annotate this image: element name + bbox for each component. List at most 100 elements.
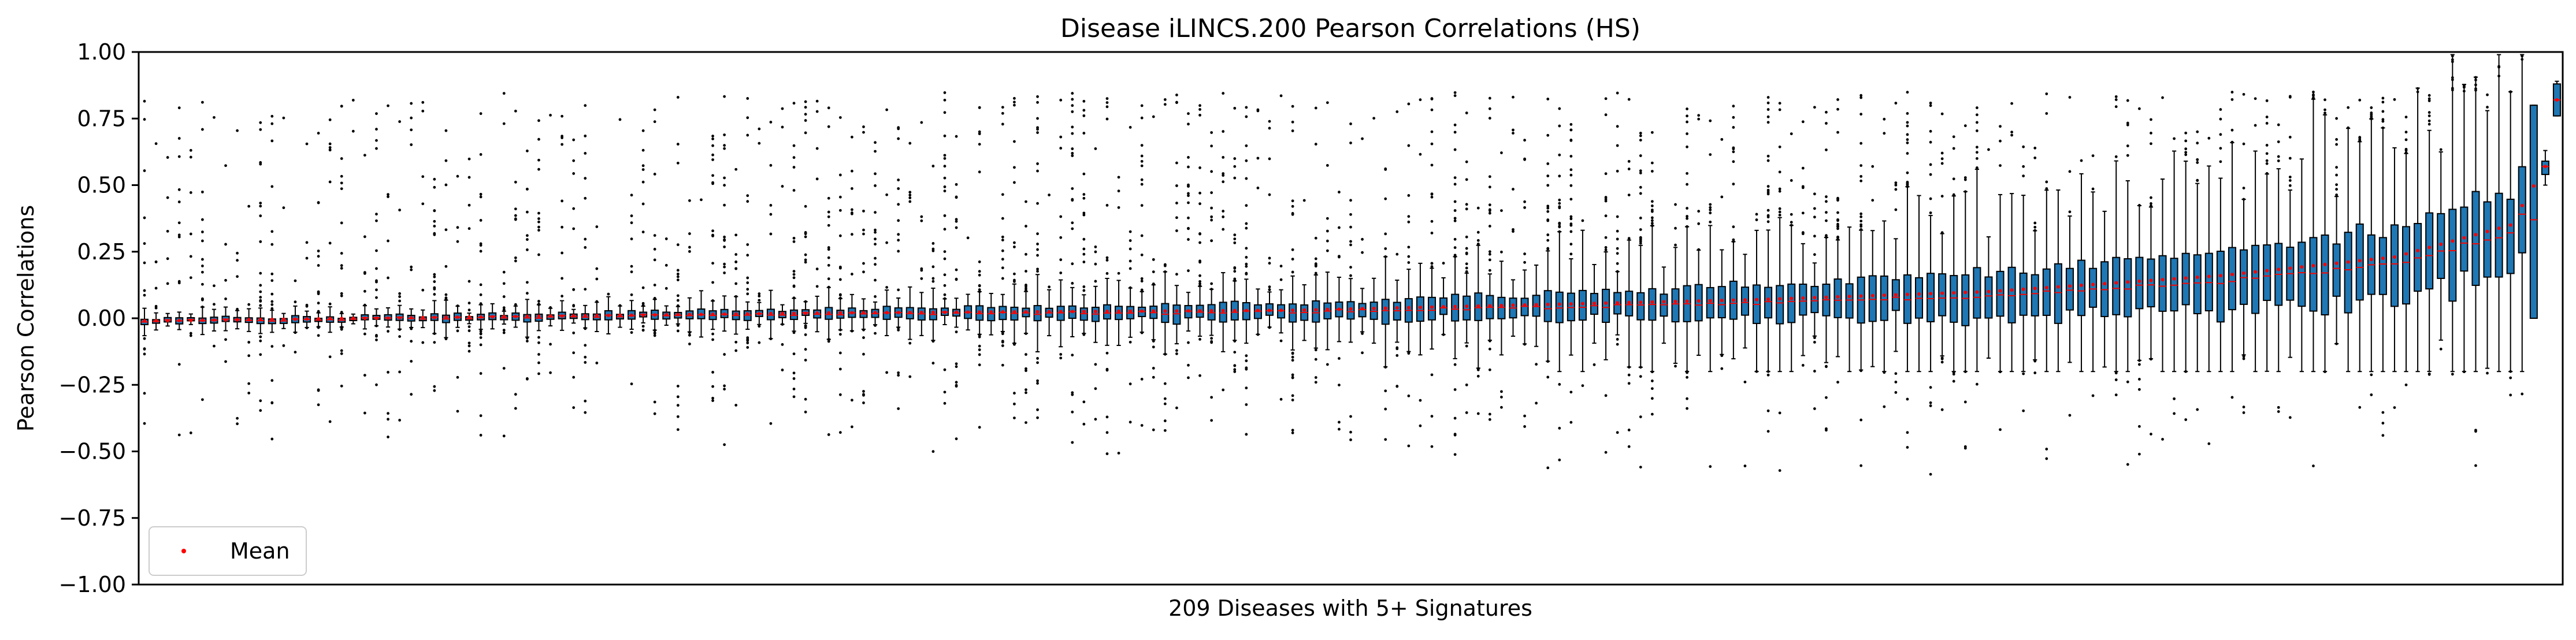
outlier-point bbox=[1546, 247, 1550, 250]
outlier-point bbox=[1639, 169, 1642, 173]
outlier-point bbox=[1558, 225, 1561, 228]
outlier-point bbox=[978, 335, 981, 338]
outlier-point bbox=[1036, 270, 1039, 273]
outlier-point bbox=[1001, 363, 1004, 367]
outlier-point bbox=[862, 209, 865, 213]
outlier-point bbox=[758, 299, 761, 302]
outlier-point bbox=[1975, 106, 1979, 109]
outlier-point bbox=[1140, 280, 1144, 283]
outlier-point bbox=[1256, 109, 1260, 113]
outlier-point bbox=[537, 353, 540, 356]
outlier-point bbox=[1616, 270, 1619, 273]
mean-marker bbox=[757, 312, 761, 316]
outlier-point bbox=[351, 99, 355, 102]
outlier-point bbox=[294, 300, 297, 304]
outlier-point bbox=[943, 98, 946, 102]
outlier-point bbox=[1975, 113, 1979, 117]
outlier-point bbox=[734, 404, 738, 407]
outlier-point bbox=[1314, 358, 1317, 361]
outlier-point bbox=[572, 207, 576, 210]
outlier-point bbox=[479, 336, 482, 339]
outlier-point bbox=[1013, 280, 1016, 283]
mean-marker bbox=[2323, 262, 2327, 266]
outlier-point bbox=[1639, 366, 1642, 369]
outlier-point bbox=[838, 234, 842, 237]
mean-marker bbox=[1870, 293, 1875, 297]
outlier-point bbox=[792, 352, 796, 356]
outlier-point bbox=[387, 104, 389, 107]
outlier-point bbox=[804, 261, 807, 264]
outlier-point bbox=[1894, 208, 1898, 211]
outlier-point bbox=[2335, 166, 2339, 169]
outlier-point bbox=[363, 271, 366, 274]
outlier-point bbox=[1395, 385, 1399, 388]
outlier-point bbox=[1488, 252, 1491, 256]
outlier-point bbox=[2242, 357, 2245, 360]
mean-marker bbox=[2508, 223, 2512, 227]
outlier-point bbox=[259, 204, 262, 208]
outlier-point bbox=[317, 201, 320, 204]
outlier-point bbox=[1384, 438, 1387, 441]
outlier-point bbox=[410, 340, 413, 343]
outlier-point bbox=[1198, 166, 1201, 169]
outlier-point bbox=[2509, 393, 2512, 397]
mean-marker bbox=[212, 318, 216, 322]
outlier-point bbox=[2126, 99, 2129, 102]
outlier-point bbox=[467, 341, 471, 345]
outlier-point bbox=[630, 331, 633, 334]
mean-marker bbox=[1998, 289, 2002, 293]
outlier-point bbox=[746, 341, 749, 345]
outlier-point bbox=[143, 289, 146, 292]
mean-marker bbox=[2149, 278, 2153, 282]
outlier-point bbox=[1766, 154, 1770, 158]
mean-marker bbox=[1024, 310, 1028, 314]
outlier-point bbox=[387, 195, 389, 198]
outlier-point bbox=[723, 176, 726, 180]
outlier-point bbox=[1059, 236, 1063, 239]
outlier-point bbox=[387, 330, 389, 333]
outlier-point bbox=[1453, 254, 1457, 257]
outlier-point bbox=[1291, 204, 1294, 208]
box-iqr bbox=[2216, 250, 2225, 323]
outlier-point bbox=[375, 249, 378, 252]
outlier-point bbox=[1627, 429, 1631, 431]
outlier-point bbox=[1825, 219, 1828, 222]
outlier-point bbox=[1210, 206, 1213, 210]
outlier-point bbox=[1697, 248, 1701, 251]
outlier-point bbox=[444, 337, 448, 341]
outlier-point bbox=[1871, 199, 1875, 202]
outlier-point bbox=[1210, 288, 1213, 291]
outlier-point bbox=[769, 163, 773, 167]
outlier-point bbox=[1801, 211, 1805, 215]
outlier-point bbox=[838, 296, 842, 300]
box-145 bbox=[1810, 106, 1819, 410]
outlier-point bbox=[676, 299, 680, 302]
outlier-point bbox=[920, 121, 923, 124]
outlier-point bbox=[955, 365, 958, 369]
outlier-point bbox=[526, 234, 529, 237]
mean-marker bbox=[548, 314, 552, 318]
outlier-point bbox=[711, 144, 714, 147]
mean-marker bbox=[1790, 296, 1794, 300]
outlier-point bbox=[526, 340, 529, 343]
outlier-point bbox=[1245, 222, 1248, 225]
mean-marker bbox=[827, 311, 831, 315]
outlier-point bbox=[479, 302, 482, 306]
outlier-point bbox=[2474, 83, 2477, 87]
outlier-point bbox=[584, 411, 587, 414]
outlier-point bbox=[1674, 364, 1677, 368]
outlier-point bbox=[2150, 433, 2152, 436]
outlier-point bbox=[1859, 215, 1863, 218]
outlier-point bbox=[189, 148, 192, 152]
outlier-point bbox=[1117, 271, 1120, 275]
outlier-point bbox=[595, 300, 599, 303]
outlier-point bbox=[1940, 157, 1944, 161]
outlier-point bbox=[236, 259, 239, 262]
outlier-point bbox=[874, 141, 877, 144]
outlier-point bbox=[1616, 144, 1619, 147]
mean-marker bbox=[560, 314, 564, 318]
outlier-point bbox=[1999, 125, 2002, 128]
outlier-point bbox=[792, 395, 796, 399]
outlier-point bbox=[897, 137, 900, 140]
outlier-point bbox=[827, 248, 830, 251]
